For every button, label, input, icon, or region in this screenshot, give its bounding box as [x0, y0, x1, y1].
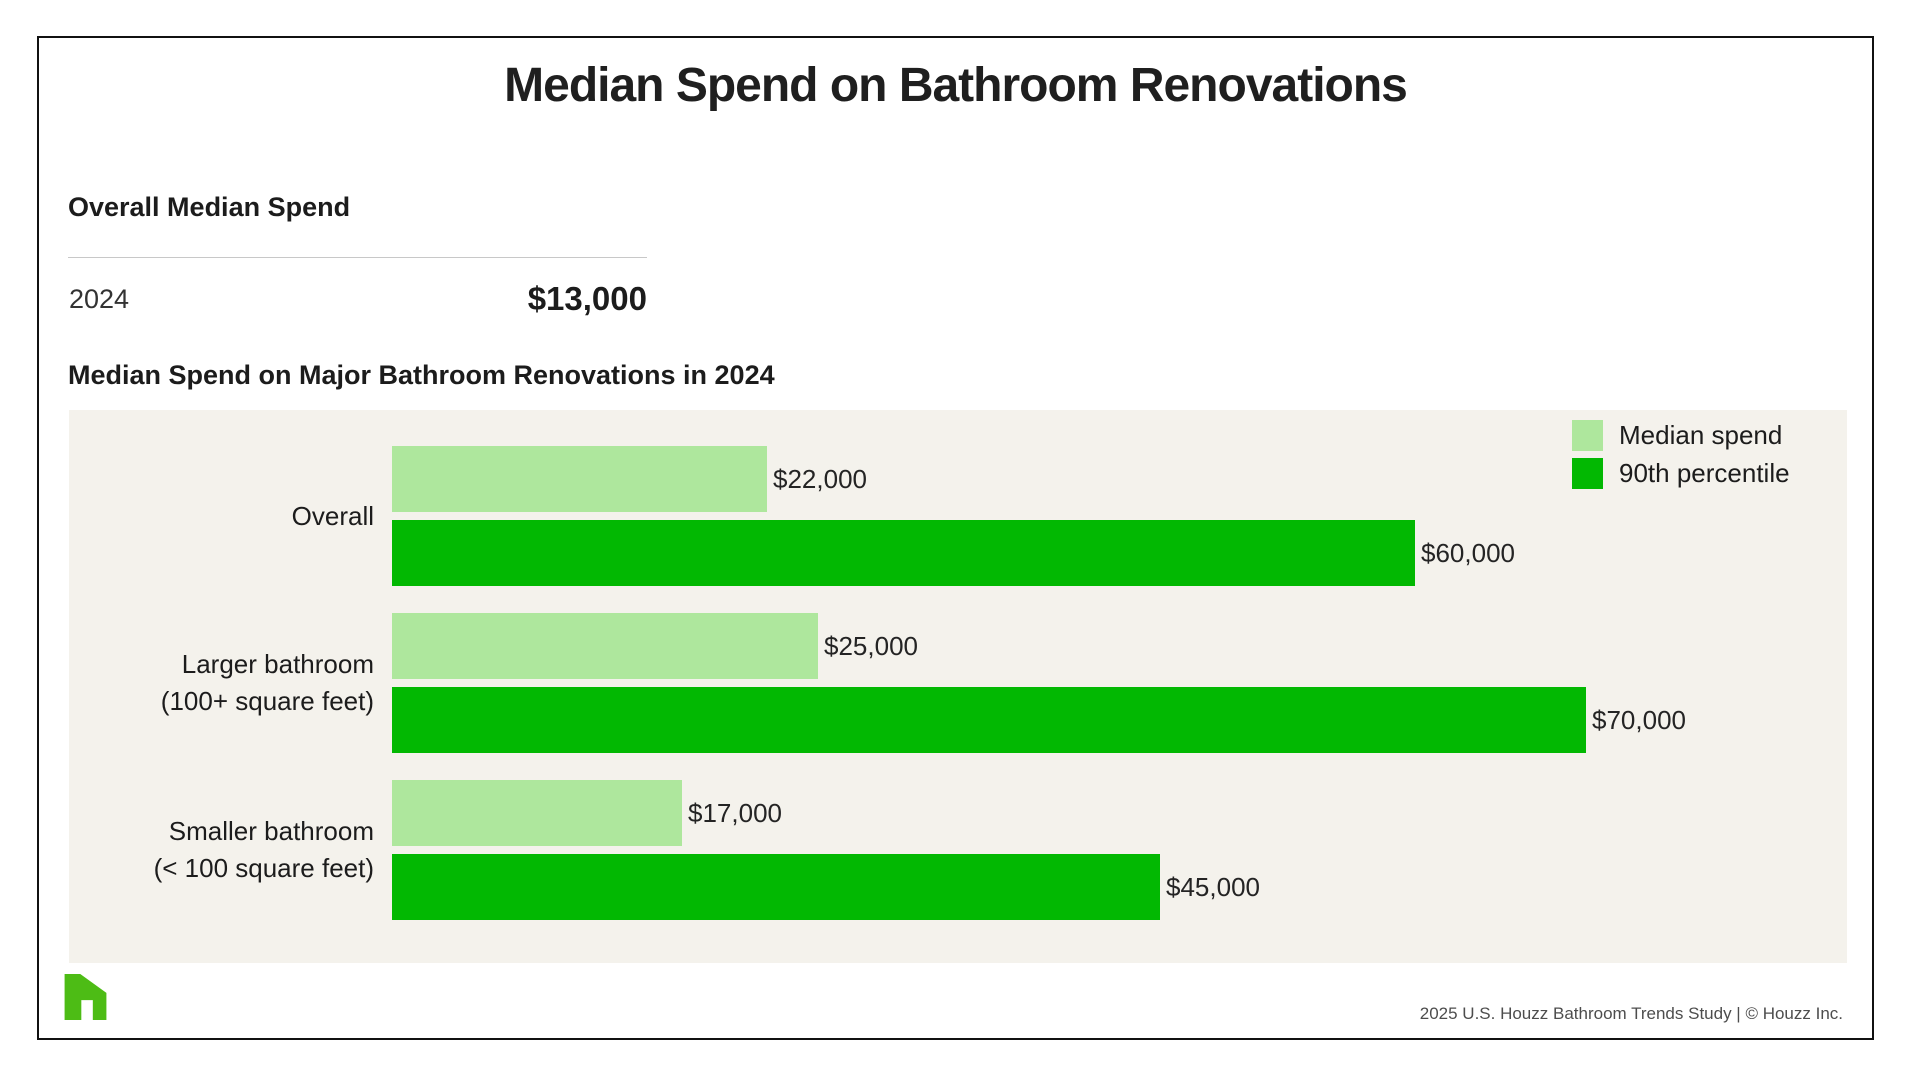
bar-pair: $17,000 $45,000: [392, 780, 1260, 920]
chart-legend: Median spend 90th percentile: [1572, 420, 1790, 489]
bar-row: $70,000: [392, 687, 1686, 753]
bar-group-larger-bathroom: Larger bathroom (100+ square feet) $25,0…: [69, 613, 1847, 753]
legend-label: 90th percentile: [1619, 458, 1790, 488]
legend-swatch-median-spend: [1572, 420, 1603, 451]
category-label: Larger bathroom (100+ square feet): [160, 649, 374, 716]
bar-median-spend: [392, 780, 682, 846]
chart-panel: Median spend 90th percentile Overall $22…: [69, 410, 1847, 963]
bar-value-label: $45,000: [1166, 871, 1260, 902]
bar-value-label: $22,000: [773, 463, 867, 494]
bar-group-overall: Overall $22,000 $60,000: [69, 446, 1847, 586]
bar-90th-percentile: [392, 687, 1586, 753]
bar-row: $17,000: [392, 780, 1260, 846]
category-label: Smaller bathroom (< 100 square feet): [153, 816, 374, 883]
houzz-logo-shape: [64, 974, 107, 1020]
bar-value-label: $70,000: [1592, 704, 1686, 735]
category-label: Overall: [291, 500, 374, 531]
legend-item-median-spend: Median spend: [1572, 420, 1790, 451]
bar-row: $60,000: [392, 520, 1515, 586]
section-divider: [68, 257, 647, 258]
bar-pair: $22,000 $60,000: [392, 446, 1515, 586]
bar-group-smaller-bathroom: Smaller bathroom (< 100 square feet) $17…: [69, 780, 1847, 920]
page-title: Median Spend on Bathroom Renovations: [504, 59, 1408, 112]
overall-median-year: 2024: [69, 284, 130, 314]
infographic-card: Median Spend on Bathroom Renovations Ove…: [37, 36, 1874, 1040]
bar-median-spend: [392, 613, 818, 679]
bar-median-spend: [392, 446, 767, 512]
legend-swatch-90th-percentile: [1572, 458, 1603, 489]
overall-median-value: $13,000: [527, 280, 647, 317]
overall-median-heading: Overall Median Spend: [68, 192, 351, 222]
bar-row: $45,000: [392, 854, 1260, 920]
bar-90th-percentile: [392, 854, 1160, 920]
bar-pair: $25,000 $70,000: [392, 613, 1686, 753]
bar-row: $25,000: [392, 613, 1686, 679]
bar-90th-percentile: [392, 520, 1415, 586]
bar-value-label: $25,000: [824, 630, 918, 661]
bar-value-label: $60,000: [1421, 537, 1515, 568]
legend-item-90th-percentile: 90th percentile: [1572, 458, 1790, 489]
legend-label: Median spend: [1619, 420, 1783, 450]
chart-title: Median Spend on Major Bathroom Renovatio…: [68, 360, 775, 390]
bar-row: $22,000: [392, 446, 1515, 512]
footer-credit: 2025 U.S. Houzz Bathroom Trends Study | …: [1419, 1004, 1843, 1023]
houzz-logo-icon: [64, 974, 107, 1020]
bar-value-label: $17,000: [688, 797, 782, 828]
